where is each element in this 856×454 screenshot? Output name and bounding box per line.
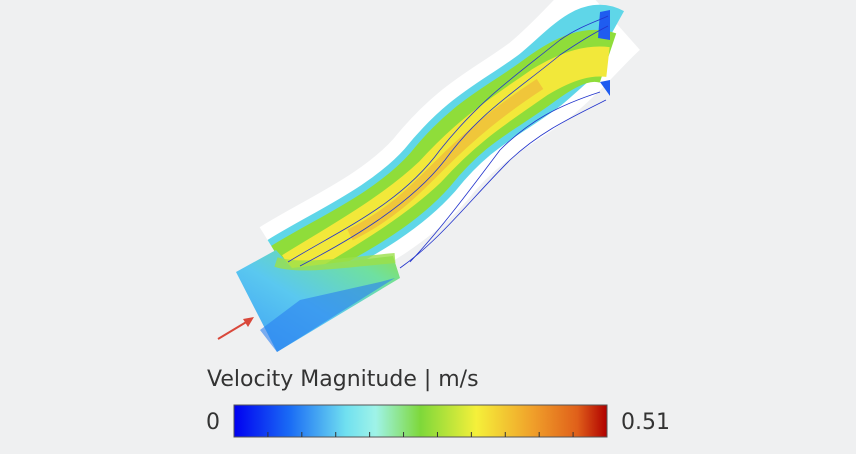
inlet-arrow: [217, 317, 254, 340]
colorbar-title: Velocity Magnitude | m/s: [207, 367, 479, 392]
colorbar-min: 0: [206, 410, 220, 435]
colorbar-ticks: [267, 432, 574, 437]
flow-field: [236, 0, 641, 352]
colorbar-max: 0.51: [621, 410, 670, 435]
colorbar: [233, 404, 608, 438]
